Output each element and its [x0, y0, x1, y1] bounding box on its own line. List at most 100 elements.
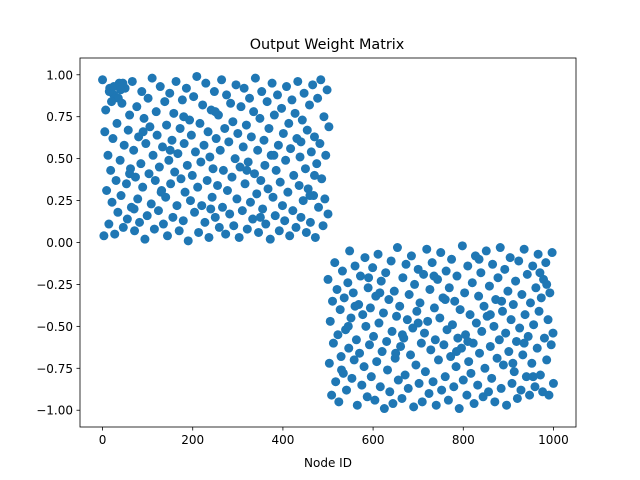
scatter-point [485, 310, 495, 320]
scatter-point [293, 76, 303, 86]
scatter-point [341, 385, 351, 395]
scatter-point [531, 283, 541, 293]
scatter-point [298, 196, 308, 206]
scatter-point [158, 142, 168, 152]
scatter-point [410, 279, 420, 289]
scatter-point [426, 345, 436, 355]
scatter-point [351, 335, 361, 345]
scatter-point [542, 279, 552, 289]
scatter-point [544, 390, 554, 400]
scatter-point [277, 103, 287, 113]
scatter-point [345, 246, 355, 256]
scatter-point [112, 118, 122, 128]
scatter-point [335, 305, 345, 315]
scatter-point [274, 226, 284, 236]
scatter-point [121, 179, 131, 189]
scatter-point [406, 350, 416, 360]
scatter-point [429, 303, 439, 313]
scatter-point [441, 266, 451, 276]
scatter-point [502, 400, 512, 410]
scatter-point [437, 385, 447, 395]
scatter-point [281, 155, 291, 165]
scatter-point [257, 87, 267, 97]
chart-title: Output Weight Matrix [250, 37, 405, 53]
scatter-point [506, 315, 516, 325]
scatter-point [174, 226, 184, 236]
x-axis-label: Node ID [304, 456, 352, 470]
scatter-point [166, 179, 176, 189]
scatter-point [202, 175, 212, 185]
scatter-point [183, 236, 193, 246]
scatter-point [415, 298, 425, 308]
scatter-point [455, 305, 465, 315]
scatter-point [222, 90, 232, 100]
scatter-point [475, 348, 485, 358]
scatter-point [375, 288, 385, 298]
scatter-point [164, 155, 174, 165]
scatter-point [294, 180, 304, 190]
scatter-point [245, 93, 255, 103]
scatter-point [539, 333, 549, 343]
scatter-point [107, 97, 117, 107]
scatter-point [507, 378, 517, 388]
scatter-point [167, 135, 177, 145]
scatter-point [449, 382, 459, 392]
scatter-point [355, 348, 365, 358]
scatter-point [350, 301, 360, 311]
scatter-point [423, 316, 433, 326]
scatter-point [355, 271, 365, 281]
scatter-point [416, 338, 426, 348]
scatter-point [391, 348, 401, 358]
scatter-point [130, 226, 140, 236]
scatter-point [343, 321, 353, 331]
scatter-point [404, 290, 414, 299]
scatter-point [331, 377, 341, 387]
scatter-point [147, 73, 157, 83]
scatter-point [271, 165, 281, 175]
scatter-point [457, 241, 467, 251]
scatter-point [285, 231, 295, 241]
scatter-point [258, 204, 268, 214]
x-tick-label: 200 [181, 433, 204, 447]
scatter-point [173, 149, 183, 159]
scatter-point [175, 123, 185, 133]
scatter-point [425, 284, 435, 294]
scatter-point [122, 214, 132, 224]
scatter-point [401, 259, 411, 269]
scatter-point [396, 341, 406, 351]
scatter-point [495, 243, 505, 253]
scatter-point [529, 320, 539, 330]
scatter-point [534, 306, 544, 316]
scatter-point [314, 202, 324, 212]
scatter-point [300, 164, 310, 174]
scatter-point [253, 145, 263, 155]
scatter-point [492, 353, 502, 363]
scatter-point [364, 273, 374, 283]
scatter-point [259, 135, 269, 145]
scatter-point [152, 130, 162, 140]
scatter-point [503, 286, 513, 296]
scatter-point [417, 397, 427, 407]
scatter-point [108, 134, 118, 144]
scatter-point [397, 330, 407, 340]
scatter-point [309, 170, 319, 180]
scatter-point [185, 196, 195, 206]
scatter-point [158, 219, 168, 229]
scatter-point [498, 360, 508, 370]
scatter-point [332, 284, 342, 294]
scatter-point [333, 330, 343, 340]
x-tick-label: 1000 [538, 433, 569, 447]
scatter-point [511, 336, 521, 346]
y-tick-label: 0.75 [46, 110, 73, 124]
scatter-point [453, 333, 463, 343]
scatter-point [125, 169, 135, 179]
scatter-point [240, 179, 250, 189]
scatter-point [111, 175, 121, 185]
scatter-point [141, 139, 151, 149]
x-axis: 0 200 400 600 800 1000 [99, 427, 569, 447]
scatter-point [462, 390, 472, 400]
scatter-point [198, 100, 208, 110]
scatter-point [227, 172, 237, 182]
scatter-point [360, 253, 370, 263]
scatter-point [383, 365, 393, 375]
